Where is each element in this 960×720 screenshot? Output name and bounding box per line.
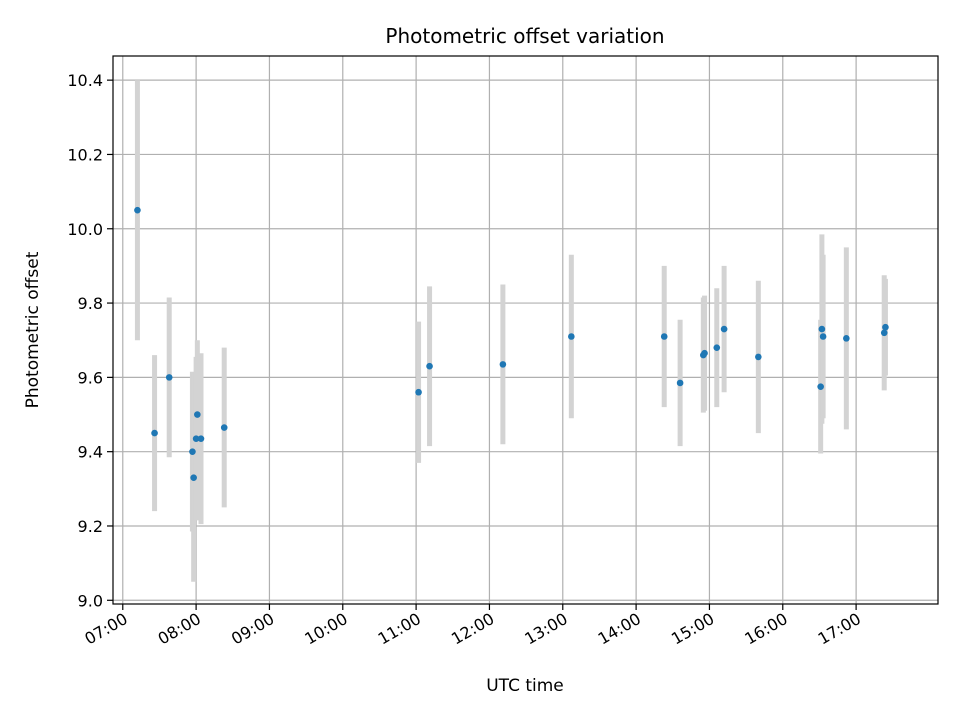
data-point [194, 411, 201, 418]
y-tick-label: 9.6 [78, 368, 103, 387]
x-axis-label: UTC time [486, 676, 564, 696]
data-point [499, 361, 507, 368]
plot-area-frame [112, 55, 939, 605]
data-point [817, 383, 824, 390]
data-point [568, 333, 575, 340]
y-tick-label: 9.0 [78, 591, 103, 610]
x-axis: 07:00 08:00 09:00 10:00 11:00 12:00 13:00 14:00… [81, 604, 864, 649]
y-axis: 9.0 9.2 9.4 9.6 9.8 10.0 10.2 10.4 [67, 71, 113, 610]
errorbar-group [134, 80, 888, 582]
y-tick-label: 10.4 [67, 71, 103, 90]
x-tick-label: 08:00 [155, 609, 204, 649]
x-tick-label: 15:00 [668, 609, 717, 649]
x-tick-label: 13:00 [521, 609, 570, 649]
data-point [818, 325, 826, 333]
data-point [819, 333, 827, 340]
data-point [676, 379, 684, 387]
data-point [882, 323, 889, 331]
data-point [151, 429, 158, 437]
point-group [134, 206, 889, 481]
y-tick-label: 10.0 [67, 220, 103, 239]
data-point [426, 362, 433, 370]
data-point [165, 374, 173, 381]
y-tick-label: 9.4 [78, 443, 103, 462]
data-point [880, 329, 888, 337]
data-point [660, 333, 668, 340]
y-tick-label: 9.2 [78, 517, 103, 536]
data-point [701, 349, 708, 357]
data-point [713, 344, 721, 351]
y-tick-label: 9.8 [78, 294, 103, 313]
data-point [415, 388, 422, 396]
x-tick-label: 16:00 [741, 609, 790, 649]
data-point [189, 448, 196, 455]
data-point [755, 353, 762, 361]
y-axis-label: Photometric offset [23, 251, 43, 408]
x-tick-label: 07:00 [81, 609, 130, 649]
grid-lines [113, 56, 938, 604]
x-tick-label: 12:00 [448, 609, 497, 649]
data-point [843, 335, 850, 342]
x-tick-label: 09:00 [228, 609, 277, 649]
y-tick-label: 10.2 [67, 145, 103, 164]
data-point [134, 206, 141, 214]
data-point [190, 474, 197, 481]
x-tick-label: 14:00 [595, 609, 644, 649]
data-point [720, 325, 728, 333]
x-tick-label: 11:00 [375, 609, 424, 649]
x-tick-label: 10:00 [301, 609, 350, 649]
x-tick-label: 17:00 [815, 609, 864, 649]
data-point [192, 435, 200, 442]
chart-title: Photometric offset variation [385, 24, 664, 48]
data-point [197, 435, 205, 442]
data-point [220, 424, 228, 431]
